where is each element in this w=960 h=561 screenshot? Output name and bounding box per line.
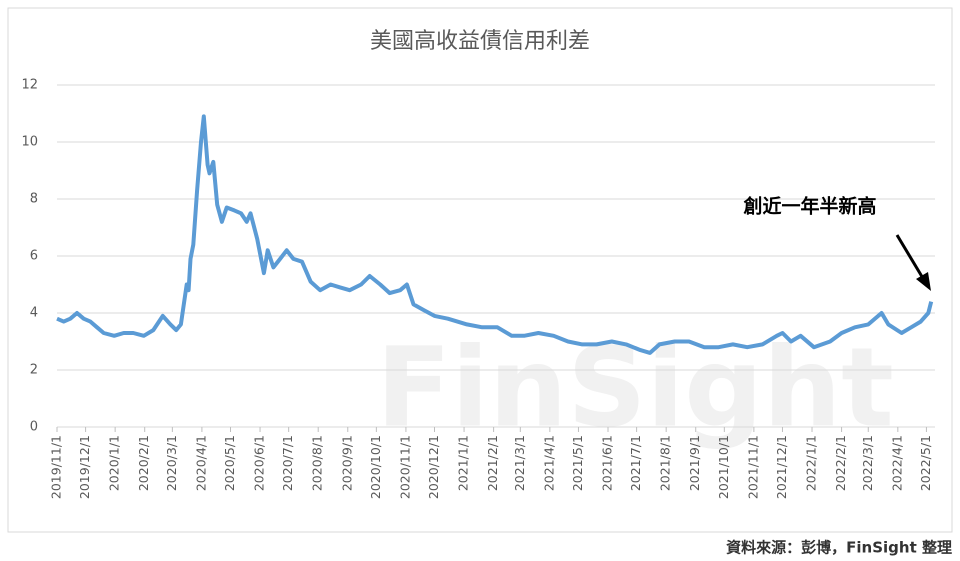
y-tick-label: 2 bbox=[30, 363, 38, 378]
x-tick-label: 2021/6/1 bbox=[600, 435, 615, 491]
x-tick-label: 2020/11/1 bbox=[397, 435, 412, 499]
y-tick-label: 6 bbox=[30, 249, 38, 264]
x-tick-label: 2022/5/1 bbox=[918, 435, 933, 491]
y-tick-label: 12 bbox=[21, 78, 38, 93]
y-tick-label: 8 bbox=[30, 192, 38, 207]
line bbox=[56, 114, 934, 355]
x-tick-label: 2021/9/1 bbox=[687, 435, 702, 491]
x-tick-label: 2021/12/1 bbox=[774, 435, 789, 499]
source: 資料來源：彭博，FinSight 整理 bbox=[726, 539, 952, 557]
x-tick-label: 2020/9/1 bbox=[339, 435, 354, 491]
x-tick-label: 2020/12/1 bbox=[426, 435, 441, 499]
arrow bbox=[895, 234, 926, 281]
x-tick-label: 2021/10/1 bbox=[716, 435, 731, 499]
x-tick-label: 2022/4/1 bbox=[889, 435, 904, 491]
x-tick-label: 2022/1/1 bbox=[804, 435, 819, 491]
x-tick-label: 2021/3/1 bbox=[512, 435, 527, 491]
x-tick-label: 2021/7/1 bbox=[628, 435, 643, 491]
x-tick-label: 2021/2/1 bbox=[485, 435, 500, 491]
x-tick-label: 2019/11/1 bbox=[49, 435, 64, 499]
y-tick-label: 0 bbox=[30, 420, 38, 435]
y-tick-label: 4 bbox=[30, 306, 38, 321]
watermark: FinSight bbox=[376, 323, 894, 451]
x-tick-label: 2022/2/1 bbox=[833, 435, 848, 491]
x-tick-label: 2020/4/1 bbox=[193, 435, 208, 491]
x-tick-label: 2020/6/1 bbox=[252, 435, 267, 491]
x-tick-label: 2019/12/1 bbox=[77, 435, 92, 499]
x-tick-label: 2020/3/1 bbox=[164, 435, 179, 491]
x-tick-label: 2021/4/1 bbox=[541, 435, 556, 491]
x-tick-label: 2021/5/1 bbox=[570, 435, 585, 491]
x-tick-label: 2020/7/1 bbox=[280, 435, 295, 491]
x-tick-label: 2020/1/1 bbox=[107, 435, 122, 491]
y-tick-label: 10 bbox=[21, 135, 38, 150]
x-tick-label: 2020/5/1 bbox=[222, 435, 237, 491]
x-tick-label: 2022/3/1 bbox=[860, 435, 875, 491]
x-tick-label: 2020/8/1 bbox=[310, 435, 325, 491]
x-tick-label: 2020/2/1 bbox=[136, 435, 151, 491]
frame bbox=[7, 7, 953, 533]
chart-title: 美國高收益債信用利差 bbox=[370, 29, 590, 54]
x-tick-label: 2021/11/1 bbox=[745, 435, 760, 499]
arrow-head bbox=[916, 272, 931, 291]
x-tick-label: 2021/1/1 bbox=[456, 435, 471, 491]
x-tick-label: 2020/10/1 bbox=[368, 435, 383, 499]
plot: 0 2 4 6 8 10 12 2019/11/1 2019/12/1 2020/1/1 2020/… bbox=[21, 78, 935, 499]
x-tick-label: 2021/8/1 bbox=[658, 435, 673, 491]
annotation: 創近一年半新高 bbox=[743, 195, 876, 218]
